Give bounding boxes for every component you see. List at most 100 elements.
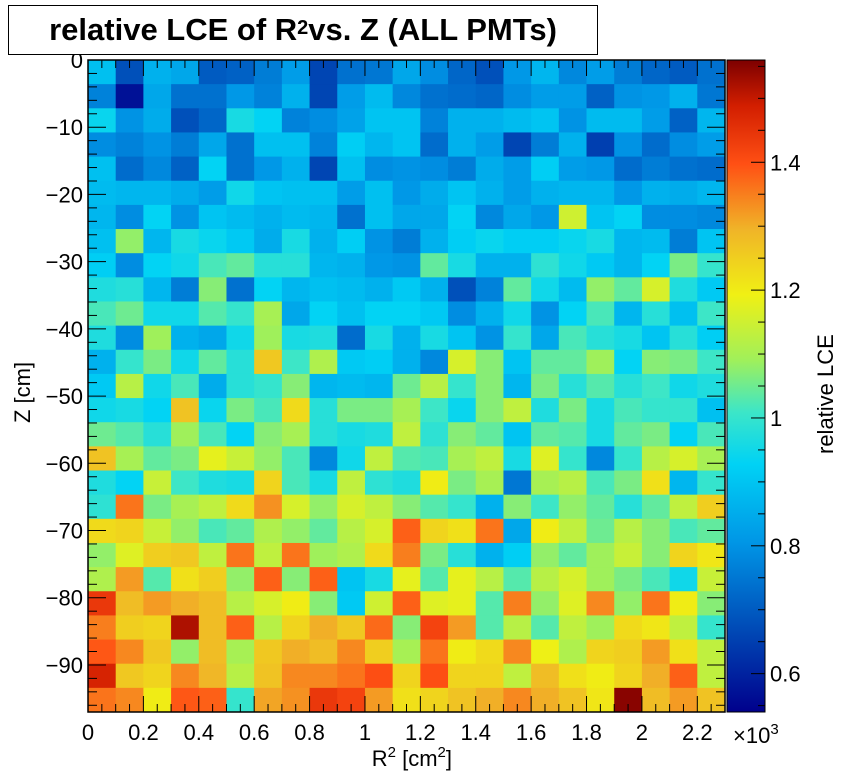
heatmap-cell — [448, 253, 477, 278]
heatmap-cell — [669, 422, 698, 447]
heatmap-cell — [198, 180, 227, 206]
heatmap-cell — [281, 446, 310, 471]
heatmap-cell — [475, 567, 504, 592]
heatmap-cell — [254, 180, 283, 206]
heatmap-cell — [364, 663, 394, 689]
heatmap-cell — [531, 373, 560, 399]
x-tick-label: 1.8 — [571, 720, 602, 745]
heatmap-cell — [641, 494, 671, 520]
heatmap-cell — [171, 373, 200, 399]
heatmap-cell — [226, 204, 255, 230]
heatmap-cell — [448, 494, 477, 520]
heatmap-cell — [641, 84, 671, 109]
heatmap-cell — [171, 639, 200, 665]
heatmap-cell — [88, 494, 117, 520]
heatmap-cell — [420, 277, 449, 302]
heatmap-cell — [364, 204, 394, 230]
heatmap-cell — [392, 615, 421, 640]
heatmap-cell — [226, 470, 255, 496]
heatmap-cell — [697, 180, 726, 206]
heatmap-cell — [337, 446, 366, 471]
heatmap-cell — [364, 591, 394, 616]
heatmap-cell — [531, 639, 560, 665]
heatmap-cell — [226, 518, 255, 544]
heatmap-cell — [171, 494, 200, 520]
heatmap-cell — [614, 446, 643, 471]
heatmap-cell — [226, 84, 255, 109]
heatmap-cell — [448, 349, 477, 375]
heatmap-cell — [531, 567, 560, 592]
heatmap-cell — [475, 349, 504, 375]
heatmap-cell — [392, 373, 421, 399]
heatmap-cell — [448, 567, 477, 592]
heatmap-cell — [143, 132, 172, 157]
heatmap-cell — [115, 204, 144, 230]
heatmap-cell — [669, 615, 698, 640]
heatmap-cell — [226, 639, 255, 665]
heatmap-cell — [558, 373, 587, 399]
heatmap-cell — [531, 108, 560, 133]
heatmap-cell — [586, 470, 615, 496]
heatmap-cell — [697, 494, 726, 520]
heatmap-cell — [503, 108, 532, 133]
heatmap-cell — [281, 204, 310, 230]
x-tick-label: 1.6 — [516, 720, 547, 745]
heatmap-cell — [641, 567, 671, 592]
heatmap-cell — [337, 325, 366, 351]
x-tick-label: 2.2 — [682, 720, 713, 745]
heatmap-cell — [309, 84, 338, 109]
x-tick-label: 1.2 — [405, 720, 436, 745]
heatmap-cell — [198, 422, 227, 447]
heatmap-cell — [281, 567, 310, 592]
heatmap-cell — [475, 639, 504, 665]
heatmap-cell — [531, 663, 560, 689]
heatmap-cell — [88, 277, 117, 302]
heatmap-cell — [143, 301, 172, 327]
heatmap-cell — [392, 639, 421, 665]
heatmap-cell — [364, 615, 394, 640]
heatmap-cell — [475, 108, 504, 133]
heatmap-cell — [420, 373, 449, 399]
heatmap-cell — [531, 180, 560, 206]
heatmap-cell — [143, 446, 172, 471]
heatmap-cell — [392, 349, 421, 375]
heatmap-cells — [88, 60, 726, 713]
heatmap-cell — [309, 156, 338, 182]
heatmap-cell — [558, 325, 587, 351]
heatmap-cell — [281, 639, 310, 665]
heatmap-cell — [586, 615, 615, 640]
heatmap-cell — [392, 325, 421, 351]
heatmap-cell — [448, 108, 477, 133]
heatmap-cell — [503, 422, 532, 447]
heatmap-cell — [641, 325, 671, 351]
heatmap-cell — [614, 663, 643, 689]
heatmap-cell — [669, 156, 698, 182]
heatmap-cell — [448, 204, 477, 230]
heatmap-cell — [171, 229, 200, 254]
heatmap-cell — [448, 518, 477, 544]
heatmap-cell — [281, 518, 310, 544]
heatmap-cell — [254, 494, 283, 520]
heatmap-cell — [254, 567, 283, 592]
heatmap-cell — [198, 373, 227, 399]
heatmap-cell — [309, 301, 338, 327]
heatmap-cell — [281, 84, 310, 109]
heatmap-cell — [309, 494, 338, 520]
heatmap-cell — [448, 132, 477, 157]
heatmap-cell — [392, 132, 421, 157]
heatmap-cell — [475, 663, 504, 689]
heatmap-cell — [641, 349, 671, 375]
heatmap-cell — [198, 470, 227, 496]
heatmap-cell — [641, 301, 671, 327]
heatmap-cell — [697, 132, 726, 157]
heatmap-cell — [586, 398, 615, 423]
z-tick-label: 1.2 — [770, 278, 801, 303]
heatmap-cell — [309, 422, 338, 447]
heatmap-cell — [392, 663, 421, 689]
heatmap-cell — [392, 108, 421, 133]
y-tick-label: −60 — [46, 451, 83, 476]
heatmap-cell — [614, 494, 643, 520]
heatmap-cell — [364, 518, 394, 544]
heatmap-cell — [420, 301, 449, 327]
heatmap-cell — [254, 398, 283, 423]
